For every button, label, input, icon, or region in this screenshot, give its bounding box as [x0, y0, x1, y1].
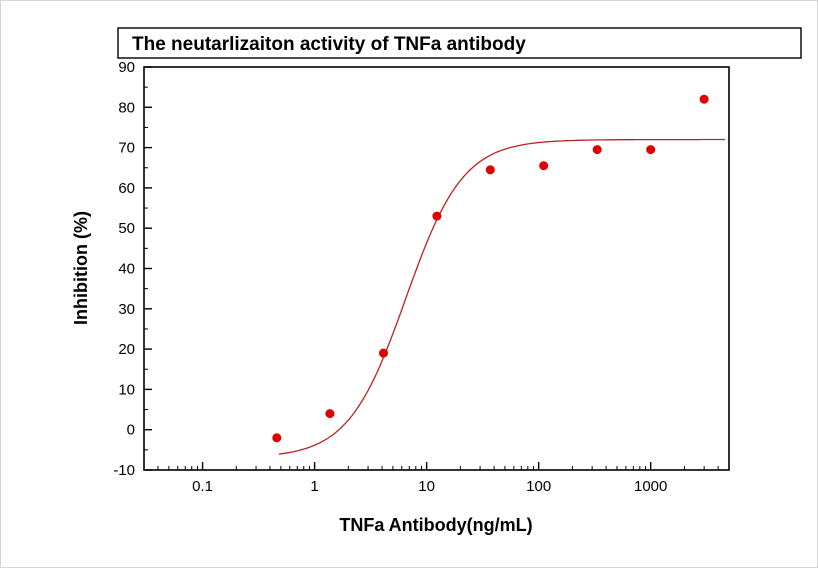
y-tick-label: 0	[127, 422, 135, 439]
y-tick-label: 80	[118, 99, 135, 116]
x-axis-label: TNFa Antibody(ng/mL)	[339, 515, 532, 535]
y-tick-label: 90	[118, 59, 135, 76]
y-tick-label: 10	[118, 381, 135, 398]
fit-curve	[278, 138, 725, 455]
data-point	[325, 409, 335, 419]
chart-title: The neutarlizaiton activity of TNFa anti…	[132, 34, 526, 55]
x-tick-label: 0.1	[192, 478, 213, 495]
data-point	[485, 165, 495, 175]
data-point	[699, 94, 709, 104]
y-tick-label: 40	[118, 261, 135, 278]
x-tick-label: 1	[310, 478, 318, 495]
y-tick-label: 60	[118, 180, 135, 197]
x-tick-label: 100	[526, 478, 551, 495]
data-point	[272, 433, 282, 443]
y-axis-label: Inhibition (%)	[71, 211, 91, 325]
data-point	[432, 211, 442, 221]
x-tick-label: 10	[418, 478, 435, 495]
y-tick-label: 30	[118, 301, 135, 318]
x-tick-label: 1000	[634, 478, 667, 495]
chart-title-box	[117, 27, 802, 59]
y-tick-label: 70	[118, 140, 135, 157]
data-point	[592, 145, 602, 155]
data-point	[539, 161, 549, 171]
y-tick-label: 50	[118, 220, 135, 237]
data-point	[379, 348, 388, 358]
plot-frame	[143, 66, 730, 471]
plot-area: -10 0 10 20 30 40 50 60 70 80 90 0.1 1 10 100 1000	[113, 59, 730, 495]
data-point	[646, 145, 656, 155]
y-tick-label: -10	[113, 462, 135, 479]
y-tick-label: 20	[118, 341, 135, 358]
